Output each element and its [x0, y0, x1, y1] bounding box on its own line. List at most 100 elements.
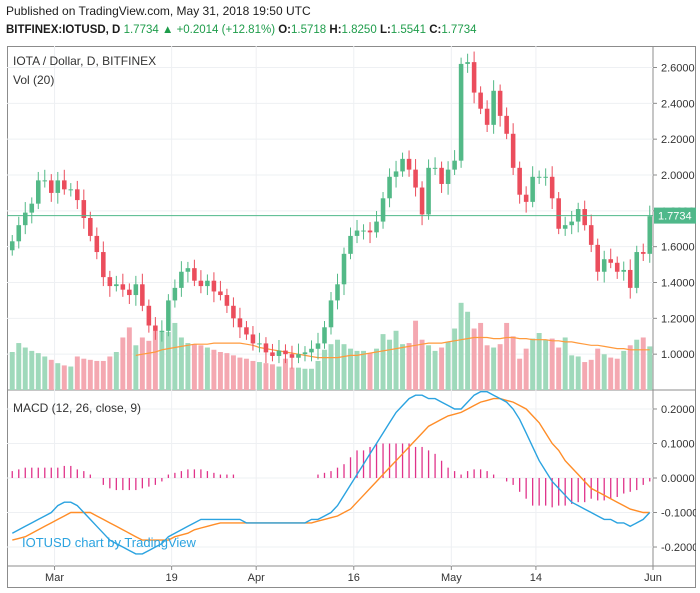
volume-bar [497, 344, 503, 390]
volume-bar [94, 360, 100, 390]
candle-body [302, 352, 308, 355]
price-tick-label: 1.4000 [661, 278, 695, 290]
volume-bar [465, 311, 471, 390]
volume-ma-line [135, 336, 650, 359]
candle-body [400, 158, 405, 172]
volume-bar [230, 355, 236, 390]
candle-body [94, 235, 100, 253]
candle-body [237, 318, 243, 328]
signal-line [12, 397, 650, 541]
candle-body [595, 244, 600, 272]
candle-body [458, 63, 464, 161]
candle-body [9, 241, 15, 251]
volume-bar [48, 359, 54, 390]
volume-bar [549, 338, 555, 390]
candle-body [627, 269, 633, 288]
volume-bar [74, 356, 80, 390]
volume-bar [139, 337, 145, 390]
symbol-label: BITFINEX:IOTUSD, D [6, 24, 121, 36]
volume-bar [120, 337, 126, 390]
volume-bar [16, 343, 22, 390]
volume-bar [237, 357, 243, 390]
time-tick-label: 16 [348, 572, 360, 584]
volume-bar [256, 362, 262, 390]
candle-body [159, 330, 165, 332]
volume-bar [42, 356, 48, 390]
candle-body [640, 252, 646, 254]
volume-bar [22, 347, 28, 390]
tradingview-watermark: IOTUSD chart by TradingView [22, 535, 196, 550]
volume-bar [243, 358, 249, 390]
price-pane-title: IOTA / Dollar, D, BITFINEX [13, 54, 157, 68]
high-value: 1.8250 [341, 24, 377, 36]
candle-body [426, 167, 431, 215]
candle-body [107, 277, 113, 287]
volume-bar [113, 352, 119, 390]
candle-body [354, 230, 360, 236]
candle-body [517, 167, 522, 195]
low-value: 1.5541 [390, 24, 426, 36]
close-value: 1.7734 [441, 24, 477, 36]
candle-body [361, 230, 366, 232]
volume-bar [361, 350, 366, 390]
candle-body [35, 180, 41, 204]
volume-bar [341, 344, 347, 390]
volume-bar [269, 364, 275, 390]
volume-bar [263, 363, 269, 390]
volume-bar [367, 353, 373, 390]
candle-body [68, 189, 74, 191]
volume-bar [582, 362, 588, 390]
volume-bar [100, 360, 106, 390]
volume-bar [380, 334, 386, 390]
candle-body [478, 92, 483, 109]
volume-bar [107, 356, 113, 390]
candle-body [504, 115, 509, 134]
high-label: H: [329, 24, 342, 36]
volume-bar [9, 352, 15, 390]
up-arrow-icon: ▲ [161, 24, 174, 36]
price-tick-label: 2.2000 [661, 134, 695, 146]
candle-body [263, 343, 269, 353]
candle-body [497, 90, 503, 116]
price-tick-label: 2.4000 [661, 98, 695, 110]
price-tick-label: 2.6000 [661, 63, 695, 75]
price-tick-label: 1.6000 [661, 242, 695, 254]
candle-body [88, 218, 93, 236]
candle-body [465, 62, 470, 64]
candle-body [270, 352, 275, 356]
open-value: 1.5718 [291, 24, 327, 36]
volume-bar [406, 343, 412, 390]
published-caption: Published on TradingView.com, May 31, 20… [6, 4, 311, 18]
candle-body [536, 176, 542, 178]
candle-body [647, 216, 653, 254]
candle-body [413, 169, 418, 188]
volume-bar [471, 328, 477, 390]
last-price-tag [654, 207, 696, 224]
candle-body [439, 167, 444, 184]
volume-bar [569, 355, 575, 390]
volume-bar [296, 367, 301, 390]
volume-bar [491, 347, 497, 390]
chart-canvas[interactable]: 2.60002.40002.20002.00001.80001.60001.40… [7, 46, 698, 588]
volume-bar [217, 352, 223, 390]
price-change: +0.2014 (+12.81%) [176, 24, 276, 36]
candle-body [75, 189, 80, 201]
time-tick-label: 14 [530, 572, 542, 584]
candle-body [146, 305, 152, 326]
volume-bar [627, 345, 633, 390]
candle-body [283, 350, 288, 355]
candle-body [348, 235, 353, 254]
volume-bar [348, 348, 353, 390]
candle-body [166, 300, 171, 331]
volume-bar [432, 350, 438, 390]
candle-body [133, 284, 139, 296]
candle-body [335, 284, 340, 301]
candle-body [179, 271, 184, 288]
candle-body [211, 280, 217, 292]
close-label: C: [429, 24, 442, 36]
volume-bar [393, 330, 399, 390]
candle-body [120, 284, 126, 290]
candle-body [289, 354, 295, 358]
candle-body [250, 334, 256, 344]
candle-body [16, 225, 22, 242]
